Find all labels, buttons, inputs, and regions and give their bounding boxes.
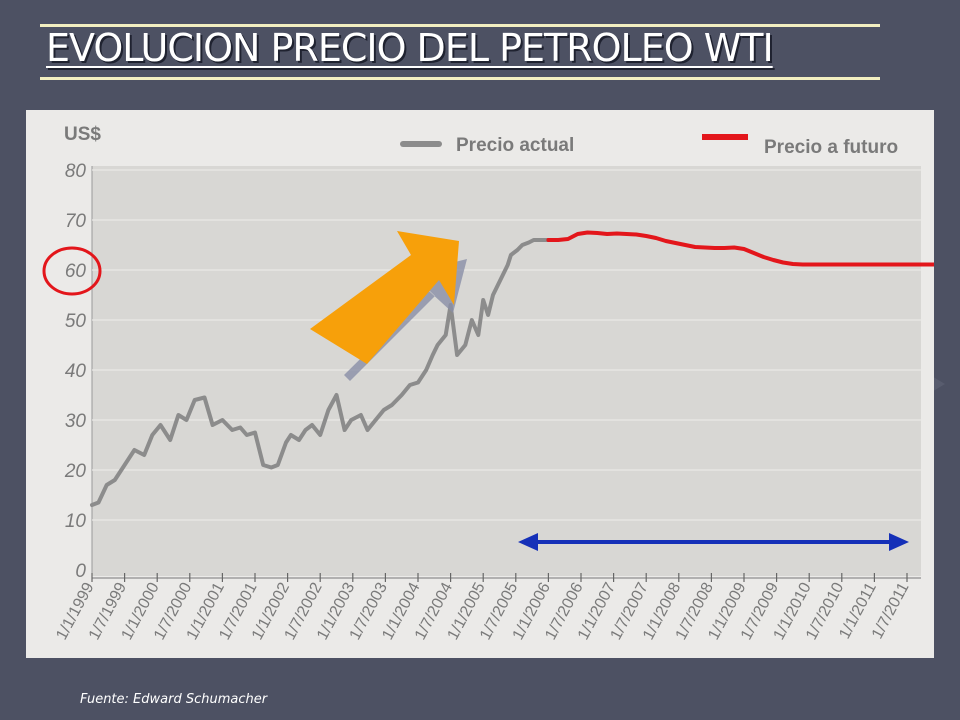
title-rule-bottom	[40, 77, 880, 80]
y-tick-label: 70	[65, 211, 87, 232]
legend-label-actual: Precio actual	[456, 135, 574, 156]
chart-panel: 0 10 20 30 40 50 60 70 80 1/1/1999 1/7/1999 1/1/20…	[26, 110, 934, 658]
y-tick-label: 30	[65, 411, 87, 432]
unit-label: US$	[64, 124, 101, 145]
y-tick-label: 20	[64, 461, 87, 482]
series-line-precio-actual	[90, 238, 551, 507]
trend-arrow-group	[310, 231, 467, 381]
plot-background	[92, 166, 921, 576]
title-rule-top	[40, 24, 880, 27]
y-tick-label: 10	[65, 511, 87, 532]
range-arrow-group	[518, 533, 909, 551]
source-note: Fuente: Edward Schumacher	[80, 692, 268, 707]
range-arrow-left-head	[518, 533, 538, 551]
legend-label-future: Precio a futuro	[764, 137, 898, 158]
slide-title: EVOLUCION PRECIO DEL PETROLEO WTI	[46, 26, 774, 70]
trend-arrow	[310, 231, 459, 364]
y-tick-label: 40	[65, 361, 87, 382]
y-tick-label: 0	[75, 561, 86, 582]
y-tick-label: 60	[65, 261, 87, 282]
y-tick-label: 80	[65, 161, 87, 182]
range-arrow-right-head	[889, 533, 909, 551]
highlight-circle	[42, 246, 102, 296]
y-tick-label: 50	[65, 311, 87, 332]
series-line-precio-futuro	[546, 230, 934, 267]
